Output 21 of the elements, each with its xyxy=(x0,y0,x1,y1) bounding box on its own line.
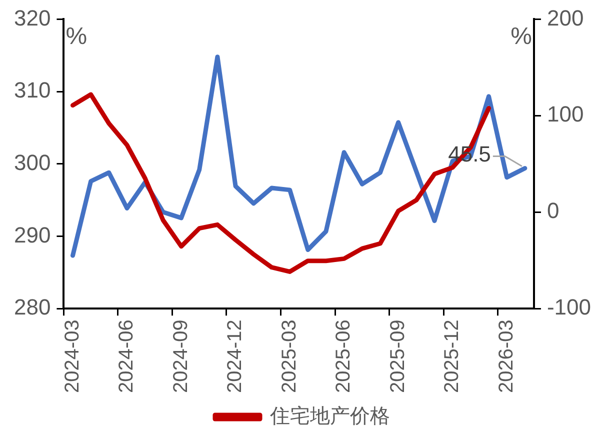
y2-axis-title: % xyxy=(510,22,532,50)
y-tick-label: 280 xyxy=(14,294,51,320)
x-tick-label: 2024-03 xyxy=(61,320,84,394)
x-tick-label: 2025-06 xyxy=(332,320,355,394)
x-tick-label: 2026-03 xyxy=(495,320,518,394)
y-tick-label: 310 xyxy=(14,78,51,103)
x-tick-label: 2025-09 xyxy=(386,320,409,394)
y-tick-label: 300 xyxy=(14,150,51,175)
y-tick-label: 320 xyxy=(14,5,51,30)
legend-label: 住宅地产价格 xyxy=(269,404,390,428)
y2-tick-label: 100 xyxy=(546,102,584,127)
x-tick-label: 2024-06 xyxy=(116,320,138,394)
x-tick-label: 2025-12 xyxy=(441,320,464,394)
y2-tick-label: 0 xyxy=(546,198,560,224)
y2-tick-label: 200 xyxy=(546,5,584,30)
x-tick-label: 2025-03 xyxy=(278,320,300,394)
y-tick-label: 290 xyxy=(14,222,51,248)
x-tick-label: 2024-09 xyxy=(170,320,192,394)
x-tick-label: 2024-12 xyxy=(224,320,246,394)
y2-tick-label: -100 xyxy=(546,294,592,320)
y-axis-title: % xyxy=(66,22,88,50)
